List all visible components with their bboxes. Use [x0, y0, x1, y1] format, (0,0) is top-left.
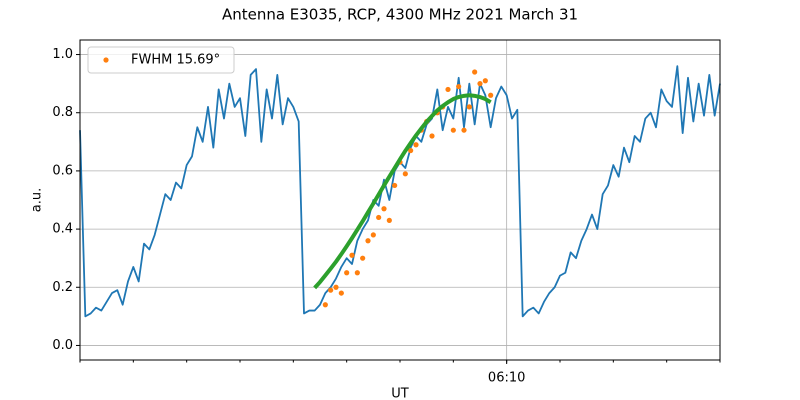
x-tick-label: 06:10 — [488, 371, 525, 386]
data-point — [445, 86, 451, 93]
y-tick-label: 0.6 — [52, 163, 73, 178]
data-point — [402, 171, 408, 177]
y-axis-label: a.u. — [30, 188, 45, 212]
data-point — [328, 287, 334, 293]
data-point — [360, 255, 366, 261]
data-point — [461, 127, 467, 133]
data-point — [413, 142, 419, 148]
y-tick-label: 0.2 — [52, 280, 73, 295]
axes-frame — [79, 39, 721, 361]
data-point — [429, 133, 435, 139]
data-point — [370, 232, 376, 238]
data-point — [376, 214, 382, 221]
data-point — [472, 69, 478, 75]
data-point — [322, 302, 328, 308]
y-tick-label: 1.0 — [52, 47, 73, 62]
data-point — [354, 270, 360, 276]
x-axis-label: UT — [391, 387, 409, 400]
data-line — [79, 65, 721, 318]
data-point — [408, 147, 414, 154]
y-tick-label: 0.0 — [52, 338, 73, 353]
data-point — [344, 270, 350, 276]
data-point — [386, 217, 392, 223]
data-point — [365, 238, 371, 244]
fit-line — [313, 93, 492, 290]
y-tick-label: 0.8 — [52, 105, 73, 120]
chart-title: Antenna E3035, RCP, 4300 MHz 2021 March … — [222, 6, 578, 24]
data-point — [466, 104, 472, 110]
legend-label: FWHM 15.69° — [131, 53, 220, 68]
data-point — [381, 206, 387, 212]
data-point — [349, 252, 355, 258]
data-point — [477, 81, 483, 87]
data-point — [482, 78, 488, 84]
legend-marker — [103, 57, 109, 63]
data-point — [338, 290, 344, 296]
data-point — [392, 182, 398, 189]
y-tick-label: 0.4 — [52, 222, 73, 237]
data-point — [488, 92, 494, 98]
data-point — [456, 83, 462, 90]
data-point — [333, 284, 339, 290]
legend-box — [87, 46, 235, 74]
data-point — [450, 127, 456, 133]
